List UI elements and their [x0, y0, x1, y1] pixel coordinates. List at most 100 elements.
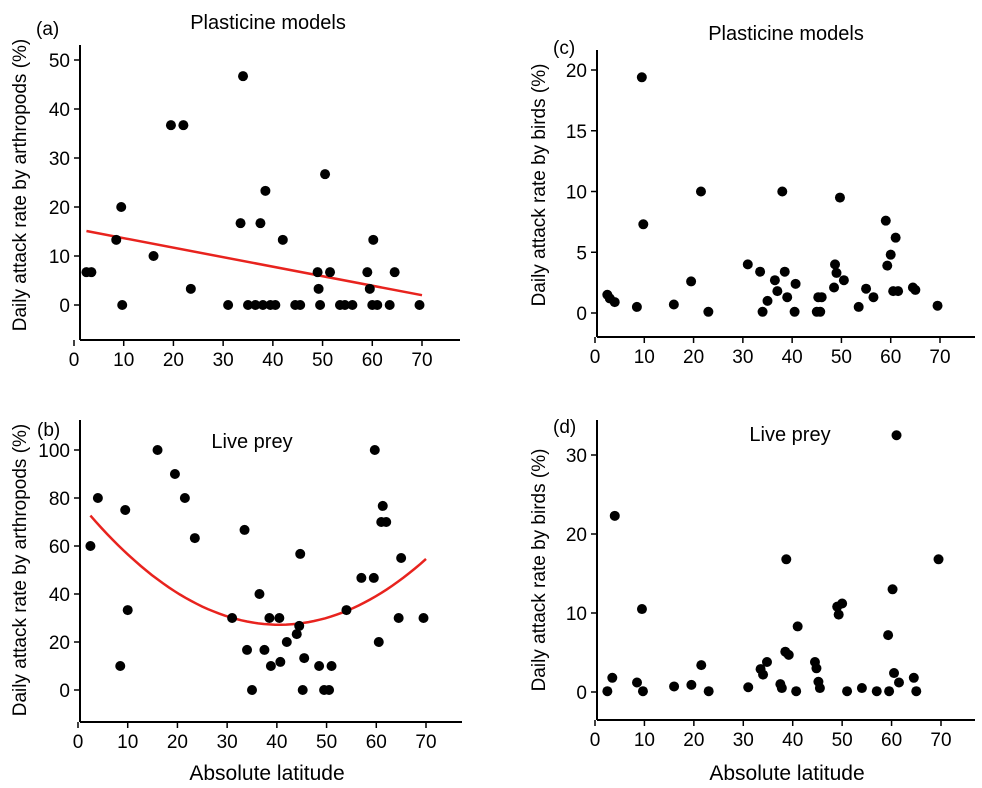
data-point — [313, 283, 324, 294]
data-point — [362, 267, 373, 278]
data-point — [882, 260, 893, 271]
x-tick-label: 50 — [832, 730, 853, 751]
data-point — [178, 120, 189, 131]
data-point — [782, 292, 793, 303]
data-point — [312, 267, 323, 278]
data-point — [791, 686, 802, 697]
data-point — [299, 653, 310, 664]
data-point — [120, 505, 131, 515]
data-point — [227, 613, 238, 623]
data-point — [377, 500, 388, 511]
y-tick-label: 20 — [566, 525, 587, 546]
x-tick-label: 70 — [930, 730, 951, 751]
y-tick-label: 10 — [566, 183, 587, 204]
x-tick-label: 40 — [782, 730, 803, 751]
data-point — [816, 292, 827, 303]
data-point — [250, 300, 261, 310]
data-point — [871, 686, 882, 697]
data-point — [314, 661, 325, 671]
data-point — [837, 598, 848, 609]
data-point — [325, 267, 336, 278]
data-point — [932, 300, 943, 311]
data-point — [243, 300, 253, 310]
data-point — [696, 660, 707, 671]
x-tick-label: 50 — [312, 350, 333, 371]
data-point — [148, 251, 159, 261]
data-point — [165, 120, 176, 131]
data-point — [320, 169, 331, 180]
data-point — [295, 300, 306, 310]
panel-d-xlabel: Absolute latitude — [709, 762, 864, 785]
data-point — [315, 300, 326, 310]
data-point — [372, 300, 383, 310]
data-point — [831, 267, 842, 278]
y-tick-label: 20 — [49, 198, 70, 219]
panel-d-label: (d) — [553, 417, 576, 438]
panel-b-title: Live prey — [211, 431, 292, 453]
panel-c: (c) Plasticine models Daily attack rate … — [529, 23, 975, 368]
data-point — [637, 686, 648, 697]
panel-a: (a) Plasticine models Daily attack rate … — [10, 12, 460, 371]
panel-b-plot: 0 10 20 30 40 50 60 70 0 20 40 60 80 100 — [38, 420, 462, 753]
y-tick-label: 10 — [49, 247, 70, 268]
panel-d-ylabel: Daily attack rate by birds (%) — [529, 449, 550, 692]
data-point — [255, 218, 266, 229]
data-point — [838, 275, 849, 286]
x-tick-label: 20 — [683, 347, 704, 368]
x-tick-label: 20 — [163, 350, 184, 371]
data-point — [638, 219, 649, 230]
x-tick-label: 60 — [881, 730, 902, 751]
data-point — [265, 661, 276, 671]
data-point — [257, 300, 268, 310]
data-point — [887, 584, 898, 595]
data-point — [239, 524, 250, 535]
data-point — [703, 686, 714, 697]
panel-a-label: (a) — [36, 19, 59, 40]
data-point — [368, 572, 379, 583]
data-point — [393, 613, 404, 623]
y-tick-label: 50 — [49, 51, 70, 72]
panel-b: (b) Live prey Daily attack rate by arthr… — [10, 420, 462, 785]
data-point — [297, 685, 308, 695]
data-point — [890, 232, 901, 243]
data-point — [889, 668, 900, 679]
data-point — [264, 613, 275, 623]
data-point — [418, 613, 429, 623]
data-point — [116, 202, 127, 212]
x-tick-label: 70 — [929, 347, 950, 368]
data-point — [356, 572, 367, 583]
data-point — [776, 683, 787, 694]
data-point — [856, 683, 867, 694]
data-point — [235, 218, 246, 229]
x-tick-label: 50 — [831, 347, 852, 368]
y-tick-label: 0 — [59, 296, 70, 317]
data-point — [602, 686, 613, 697]
data-point — [347, 300, 358, 310]
data-point — [815, 306, 826, 317]
data-point — [381, 517, 392, 527]
y-tick-label: 30 — [49, 149, 70, 170]
data-point — [277, 234, 288, 245]
data-point — [185, 283, 196, 294]
panel-c-title: Plasticine models — [708, 23, 864, 45]
data-point — [695, 186, 706, 197]
y-tick-label: 0 — [576, 683, 587, 704]
x-tick-label: 10 — [117, 732, 138, 753]
x-tick-label: 20 — [167, 732, 188, 753]
x-tick-label: 20 — [683, 730, 704, 751]
data-point — [883, 630, 894, 641]
data-point — [609, 297, 620, 308]
x-tick-label: 30 — [732, 347, 753, 368]
data-point — [242, 644, 253, 655]
data-point — [291, 629, 302, 640]
data-point — [908, 672, 919, 683]
x-tick-label: 10 — [634, 347, 655, 368]
data-point — [364, 283, 375, 294]
panel-d: (d) Live prey Daily attack rate by birds… — [529, 417, 975, 785]
panel-b-xlabel: Absolute latitude — [189, 762, 344, 785]
data-point — [260, 185, 271, 196]
panel-a-title: Plasticine models — [190, 12, 346, 34]
data-point — [254, 589, 265, 599]
x-tick-label: 40 — [262, 350, 283, 371]
